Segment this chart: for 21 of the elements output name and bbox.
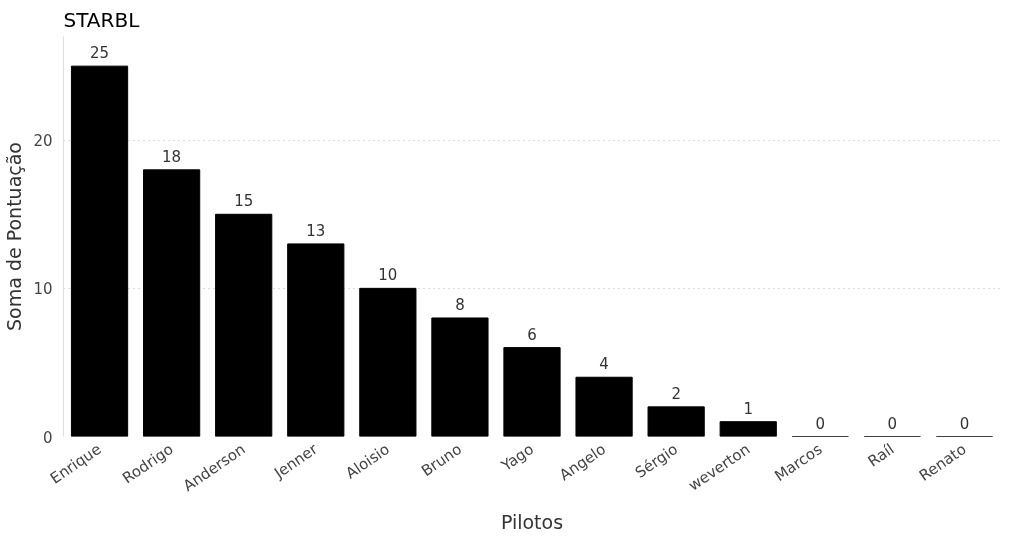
y-tick-label: 20 [33, 132, 53, 151]
x-axis-title: Pilotos [500, 510, 564, 533]
y-axis-title: Soma de Pontuação [3, 142, 26, 331]
data-label: 25 [90, 44, 110, 63]
y-tick-label: 10 [33, 280, 53, 299]
x-tick-label: Yago [497, 440, 538, 476]
data-label: 0 [815, 414, 826, 433]
data-label: 0 [887, 414, 898, 433]
data-label: 10 [378, 266, 398, 285]
chart-title: STARBL [63, 7, 141, 32]
data-label: 8 [455, 295, 465, 314]
data-label: 6 [527, 325, 537, 344]
data-label: 18 [162, 147, 182, 166]
data-label: 13 [306, 221, 326, 240]
x-tick-label: Raíl [864, 440, 898, 471]
data-label: 0 [959, 414, 970, 433]
data-label: 4 [599, 355, 609, 374]
data-label: 15 [234, 192, 254, 211]
data-label: 1 [743, 399, 754, 418]
y-tick-label: 0 [42, 428, 53, 447]
data-label: 2 [671, 384, 681, 403]
